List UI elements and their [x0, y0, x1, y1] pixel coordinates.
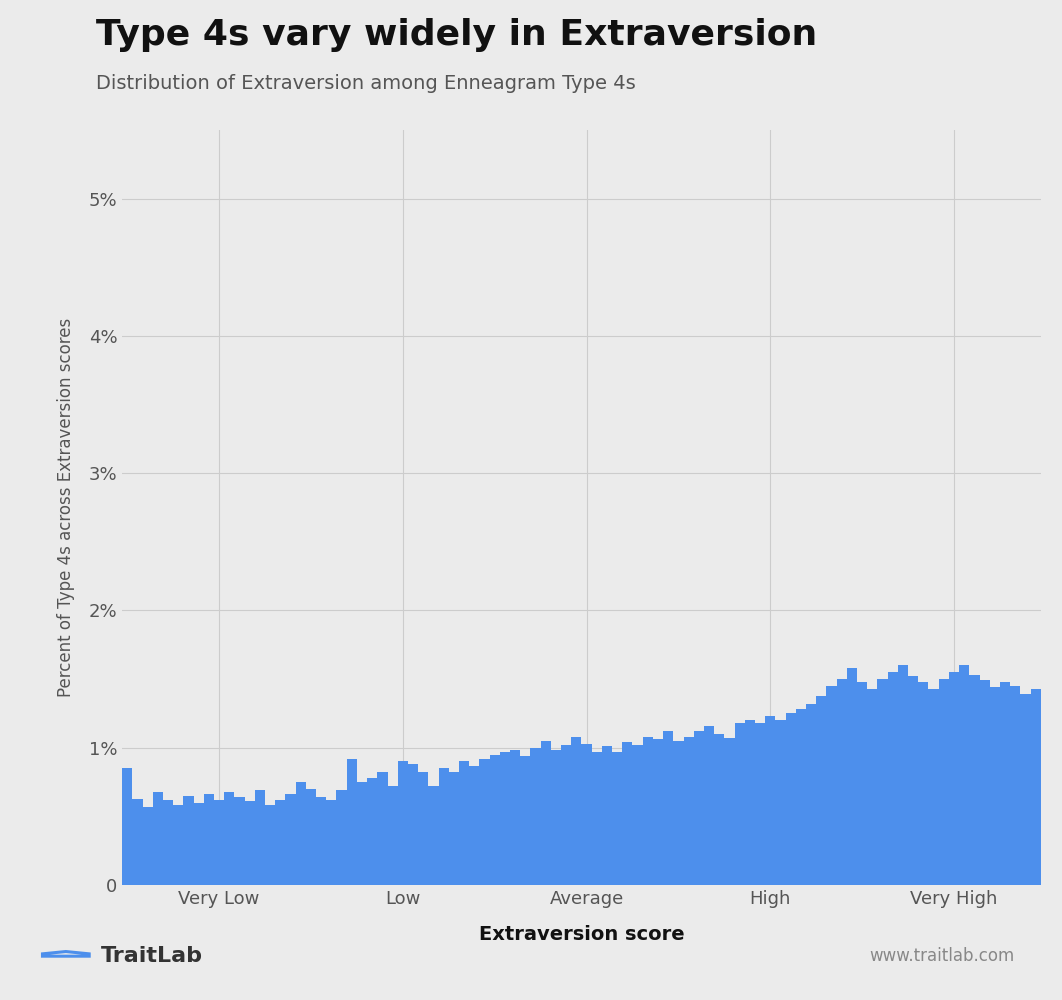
X-axis label: Extraversion score: Extraversion score	[479, 925, 684, 944]
Bar	[326, 800, 337, 885]
Bar	[204, 794, 213, 885]
Bar	[846, 668, 857, 885]
Bar	[622, 742, 633, 885]
Bar	[744, 720, 755, 885]
Bar	[735, 723, 744, 885]
Bar	[459, 761, 469, 885]
Bar	[530, 748, 541, 885]
Bar	[633, 745, 643, 885]
Bar	[306, 789, 316, 885]
Bar	[786, 713, 795, 885]
Bar	[439, 768, 449, 885]
Bar	[877, 679, 888, 885]
Bar	[868, 689, 877, 885]
Bar	[286, 794, 295, 885]
Bar	[693, 731, 704, 885]
Bar	[520, 756, 530, 885]
Bar	[704, 726, 714, 885]
Bar	[602, 746, 612, 885]
Bar	[133, 799, 142, 885]
Bar	[612, 752, 622, 885]
Bar	[908, 676, 919, 885]
Bar	[346, 759, 357, 885]
Bar	[142, 807, 153, 885]
Bar	[724, 738, 735, 885]
Bar	[1021, 694, 1030, 885]
Bar	[959, 665, 970, 885]
Bar	[295, 782, 306, 885]
Bar	[275, 800, 286, 885]
Bar	[949, 672, 959, 885]
Bar	[928, 689, 939, 885]
Bar	[418, 772, 428, 885]
Bar	[357, 782, 367, 885]
Bar	[561, 745, 571, 885]
Bar	[673, 741, 684, 885]
Bar	[919, 682, 928, 885]
Bar	[235, 797, 244, 885]
Bar	[193, 803, 204, 885]
Bar	[367, 778, 377, 885]
Bar	[897, 665, 908, 885]
Bar	[837, 679, 846, 885]
Bar	[888, 672, 897, 885]
Bar	[806, 704, 817, 885]
Bar	[244, 801, 255, 885]
Bar	[826, 686, 837, 885]
Bar	[184, 796, 193, 885]
Bar	[173, 805, 184, 885]
Bar	[490, 755, 500, 885]
Bar	[1030, 689, 1041, 885]
Bar	[541, 741, 551, 885]
Bar	[571, 737, 582, 885]
Bar	[990, 687, 1000, 885]
Bar	[939, 679, 949, 885]
Bar	[592, 752, 602, 885]
Bar	[469, 766, 479, 885]
Text: www.traitlab.com: www.traitlab.com	[869, 947, 1014, 965]
Bar	[714, 734, 724, 885]
Bar	[755, 723, 765, 885]
Bar	[653, 739, 663, 885]
Bar	[397, 761, 408, 885]
Bar	[449, 772, 459, 885]
Bar	[500, 752, 510, 885]
Bar	[255, 790, 266, 885]
Bar	[1010, 686, 1021, 885]
Y-axis label: Percent of Type 4s across Extraversion scores: Percent of Type 4s across Extraversion s…	[56, 318, 74, 697]
Text: Type 4s vary widely in Extraversion: Type 4s vary widely in Extraversion	[96, 18, 817, 52]
Bar	[213, 800, 224, 885]
Bar	[551, 750, 561, 885]
Bar	[153, 792, 162, 885]
Bar	[510, 750, 520, 885]
Bar	[162, 800, 173, 885]
Bar	[408, 764, 418, 885]
Bar	[388, 786, 397, 885]
Bar	[643, 737, 653, 885]
Bar	[795, 709, 806, 885]
Bar	[684, 737, 693, 885]
Bar	[122, 768, 133, 885]
Bar	[765, 716, 775, 885]
Bar	[337, 790, 346, 885]
Bar	[857, 682, 868, 885]
Bar	[582, 744, 592, 885]
Bar	[979, 680, 990, 885]
Bar	[428, 786, 439, 885]
Bar	[663, 731, 673, 885]
Text: TraitLab: TraitLab	[101, 946, 203, 966]
Bar	[224, 792, 235, 885]
Bar	[266, 805, 275, 885]
Bar	[479, 759, 490, 885]
Bar	[817, 696, 826, 885]
Bar	[775, 720, 786, 885]
Text: Distribution of Extraversion among Enneagram Type 4s: Distribution of Extraversion among Ennea…	[96, 74, 635, 93]
Bar	[316, 797, 326, 885]
Bar	[377, 772, 388, 885]
Bar	[970, 675, 979, 885]
Bar	[1000, 682, 1010, 885]
